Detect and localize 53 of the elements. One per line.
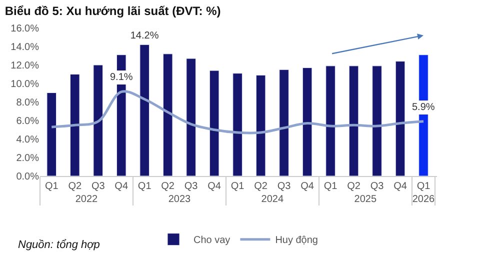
x-tick-label: Q1 (324, 181, 338, 192)
data-label: 9.1% (110, 72, 133, 83)
y-tick-label: 12.0% (10, 60, 40, 72)
legend-label: Cho vay (194, 235, 230, 246)
x-tick-label: Q4 (208, 181, 222, 192)
y-tick-label: 16.0% (10, 24, 40, 34)
bar (256, 74, 266, 176)
x-tick-label: Q2 (68, 181, 82, 192)
y-tick-label: 0.0% (16, 172, 40, 182)
bar (326, 66, 336, 176)
x-tick-label: Q1 (416, 181, 431, 192)
bar (140, 44, 150, 176)
text: 2026 (412, 194, 436, 205)
y-tick-label: 6.0% (16, 116, 40, 127)
y-tick-label: 2.0% (16, 153, 40, 164)
x-tick-label: Q3 (370, 181, 384, 192)
bar (395, 61, 406, 176)
chart-title: Biểu đồ 5: Xu hướng lãi suất (ĐVT: %) (4, 4, 221, 18)
text: 2025 (354, 194, 377, 205)
x-tick-label: Q2 (161, 181, 175, 192)
bar (186, 58, 196, 176)
x-tick-label: Q1 (230, 181, 245, 192)
x-tick-label: Q4 (114, 181, 128, 192)
x-tick-label: Q4 (394, 181, 408, 192)
text: 2023 (168, 194, 192, 205)
x-tick-label: Q3 (91, 181, 106, 192)
x-tick-label: Q4 (300, 181, 314, 192)
bar (279, 69, 289, 176)
bar (46, 92, 57, 176)
y-tick-label: 14.0% (10, 42, 40, 53)
bar (302, 68, 312, 176)
bar (70, 74, 80, 176)
bar (348, 66, 359, 176)
y-tick-label: 4.0% (16, 134, 40, 146)
bar (232, 73, 242, 176)
x-tick-label: Q3 (184, 181, 198, 192)
x-tick-label: Q2 (254, 181, 268, 192)
bar (162, 54, 173, 176)
bar (93, 64, 103, 176)
x-tick-label: Q3 (277, 181, 292, 192)
bar (372, 66, 382, 176)
x-tick-label: Q1 (44, 181, 59, 192)
x-tick-label: Q2 (347, 181, 361, 192)
text: 2022 (75, 194, 98, 205)
bar (209, 70, 220, 176)
text: Nguồn: tổng hợp (18, 239, 100, 251)
y-tick-label: 8.0% (16, 98, 40, 108)
legend-label: Huy động (275, 235, 318, 246)
data-label: 5.9% (412, 102, 435, 113)
y-tick-label: 10.0% (10, 79, 40, 90)
data-label: 14.2% (130, 30, 159, 42)
text: 2024 (261, 194, 284, 205)
x-tick-label: Q1 (138, 181, 152, 192)
